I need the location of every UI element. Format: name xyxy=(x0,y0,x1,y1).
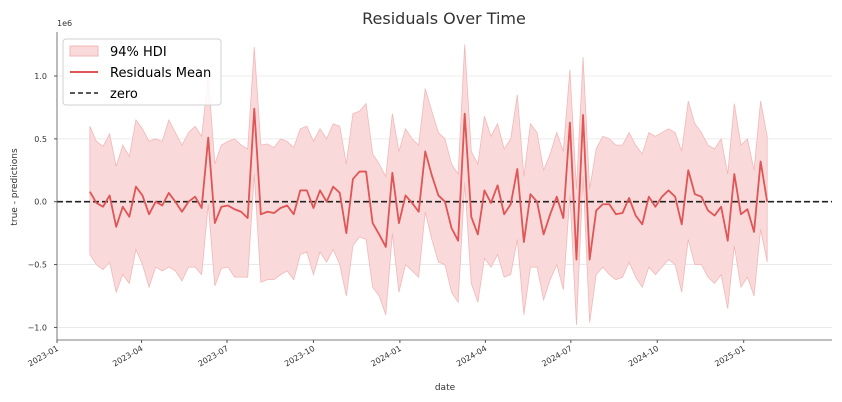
x-tick-label: 2024-07 xyxy=(540,344,573,369)
y-ticks: −1.0 −0.5 0.0 0.5 1.0 xyxy=(28,72,57,332)
hdi-band xyxy=(89,44,768,325)
x-ticks: 2023-01 2023-04 2023-07 2023-10 2024-01 2024-… xyxy=(27,340,747,368)
x-tick-label: 2023-01 xyxy=(27,344,60,369)
x-tick-label: 2025-01 xyxy=(713,344,746,369)
legend-mean-label: Residuals Mean xyxy=(110,66,211,81)
y-tick-label: 0.0 xyxy=(34,198,47,207)
y-tick-label: −1.0 xyxy=(28,323,47,332)
chart-title: Residuals Over Time xyxy=(362,9,526,28)
residuals-mean-line xyxy=(89,107,769,261)
y-scale-label: 1e6 xyxy=(57,19,72,28)
x-tick-label: 2024-04 xyxy=(455,344,488,369)
legend-box xyxy=(62,38,222,106)
legend: 94% HDI Residuals Mean zero xyxy=(62,38,222,106)
y-axis-label: true - predictions xyxy=(10,148,20,226)
y-tick-label: 0.5 xyxy=(34,135,47,144)
x-tick-label: 2024-01 xyxy=(369,344,402,369)
x-tick-label: 2024-10 xyxy=(627,344,660,369)
x-axis-label: date xyxy=(435,383,456,393)
legend-hdi-label: 94% HDI xyxy=(110,45,167,60)
x-tick-label: 2023-07 xyxy=(197,344,230,369)
y-tick-label: 1.0 xyxy=(34,72,47,81)
x-tick-label: 2023-10 xyxy=(283,344,316,369)
y-tick-label: −0.5 xyxy=(28,261,47,270)
legend-hdi-swatch xyxy=(69,45,99,57)
x-tick-label: 2023-04 xyxy=(111,344,144,369)
legend-zero-label: zero xyxy=(110,87,138,102)
